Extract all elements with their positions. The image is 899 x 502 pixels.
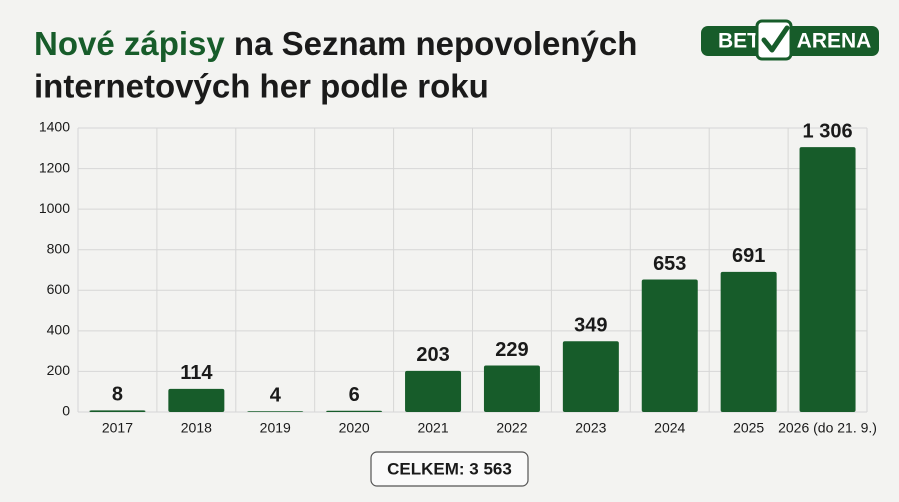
value-label: 229 [495,339,528,361]
value-label: 691 [732,245,765,267]
x-tick-label: 2019 [260,420,291,436]
y-tick-label: 600 [47,281,71,297]
title-highlight: Nové zápisy [34,25,225,62]
bar [641,279,698,412]
x-tick-label: 2022 [496,420,527,436]
value-label: 114 [180,362,213,384]
chart-title-line: internetových her podle roku [34,68,489,105]
logo-check [761,25,790,53]
y-tick-label: 0 [62,403,70,419]
y-tick-label: 1000 [39,200,70,216]
logo: BET ARENA [701,19,879,61]
value-label: 8 [112,384,123,406]
title-rest: na Seznam nepovolených [234,25,637,62]
x-tick-label: 2025 [733,420,764,436]
y-tick-label: 200 [47,362,71,378]
x-tick-label: 2021 [417,420,448,436]
x-tick-label: 2026 (do 21. 9.) [778,420,877,436]
x-tick-label: 2018 [181,420,212,436]
logo-text: BET [718,30,760,53]
bar [483,365,540,412]
bar [562,341,619,412]
x-tick-label: 2023 [575,420,606,436]
value-label: 6 [349,384,360,406]
value-label: 203 [416,344,449,366]
value-label: 653 [653,253,686,275]
bar [89,410,146,412]
y-tick-label: 800 [47,240,71,256]
value-label: 349 [574,314,607,336]
bar [168,388,225,412]
chart-title: Nové zápisy na Seznam nepovolených [34,25,637,62]
x-tick-label: 2020 [339,420,370,436]
total-label: CELKEM: 3 563 [387,459,512,478]
value-label: 1 306 [803,120,853,142]
bar [405,370,462,412]
x-tick-label: 2017 [102,420,133,436]
logo-text: ARENA [797,30,872,53]
y-tick-label: 1200 [39,159,70,175]
bar [247,411,304,412]
bar [326,410,383,412]
bar [720,271,777,412]
y-tick-label: 1400 [39,119,70,135]
bar [799,147,856,412]
total-box [370,451,529,487]
value-label: 4 [270,384,282,406]
x-tick-label: 2024 [654,420,685,436]
y-tick-label: 400 [47,322,71,338]
